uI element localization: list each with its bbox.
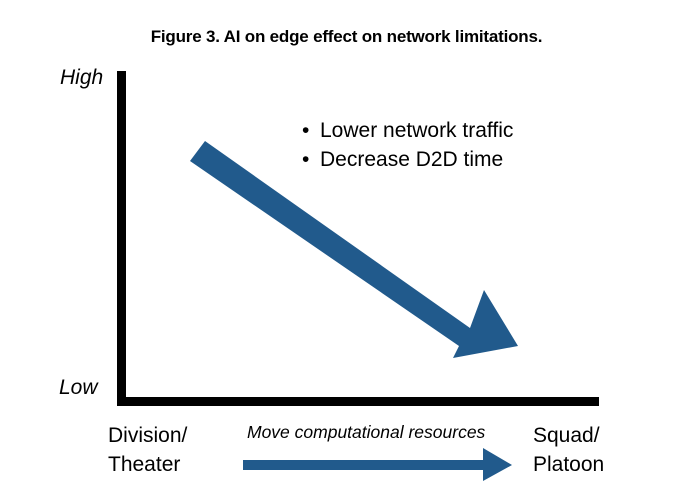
y-axis-high-label: High <box>60 66 104 89</box>
figure-title: Figure 3. AI on edge effect on network l… <box>150 27 543 46</box>
x-axis-right-label-line1: Squad/ <box>533 424 600 447</box>
move-resources-caption: Move computational resources <box>247 422 486 442</box>
x-axis-left-label-line2: Theater <box>108 453 181 476</box>
x-axis-right-label-line2: Platoon <box>533 453 605 476</box>
y-axis-line <box>117 71 126 406</box>
bullet-item-decrease-d2d-time: Decrease D2D time <box>302 145 513 174</box>
x-axis-left-label-line1: Division/ <box>108 424 188 447</box>
bullet-list: Lower network traffic Decrease D2D time <box>302 116 513 174</box>
diagonal-trend-arrow <box>190 141 518 358</box>
x-axis-line <box>117 397 599 406</box>
x-axis-left-label: Division/ Theater <box>108 421 187 479</box>
horizontal-move-arrow <box>243 448 512 481</box>
bullet-item-lower-network-traffic: Lower network traffic <box>302 116 513 145</box>
x-axis-right-label: Squad/ Platoon <box>533 421 604 479</box>
y-axis-low-label: Low <box>59 376 98 399</box>
